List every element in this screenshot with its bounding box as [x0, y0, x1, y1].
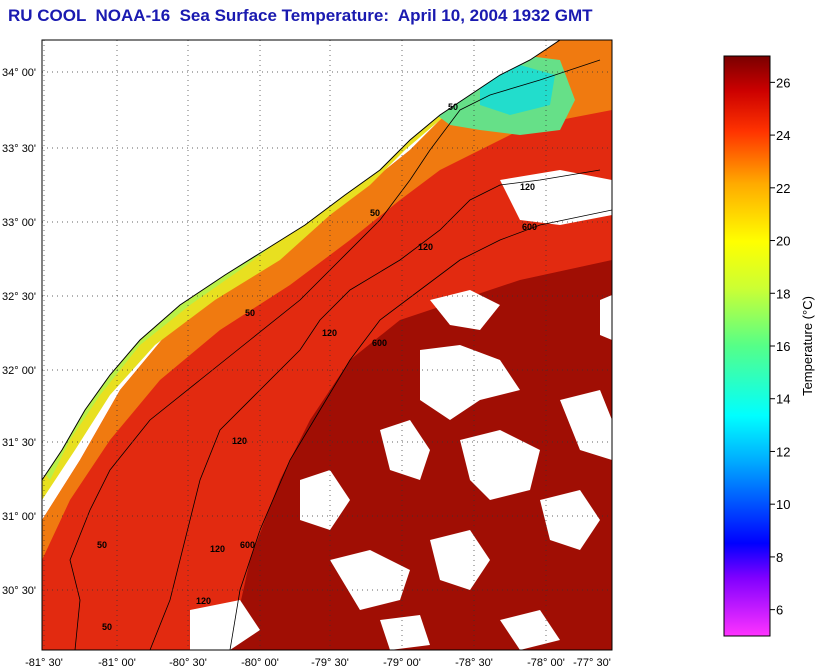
lon-tick-label: -80° 00' — [241, 657, 279, 669]
isobath-label: 120 — [322, 328, 337, 338]
graticule — [42, 40, 612, 650]
lon-tick-label: -77° 30' — [573, 657, 611, 669]
isobath-label: 120 — [210, 544, 225, 554]
isobath-label: 120 — [196, 596, 211, 606]
lon-tick-label: -81° 30' — [25, 657, 63, 669]
lat-tick-label: 32° 30' — [2, 291, 36, 303]
lon-tick-label: -81° 00' — [98, 657, 136, 669]
longitude-labels: -81° 30' -81° 00' -80° 30' -80° 00' -79°… — [25, 657, 611, 669]
isobath-label: 50 — [448, 102, 458, 112]
lat-tick-label: 34° 00' — [2, 67, 36, 79]
lat-tick-label: 33° 00' — [2, 217, 36, 229]
latitude-labels: 34° 00' 33° 30' 33° 00' 32° 30' 32° 00' … — [2, 67, 36, 597]
isobath-label: 50 — [370, 208, 380, 218]
colorbar-ticks: 6 8 10 12 14 16 18 20 22 24 26 — [770, 75, 790, 618]
lon-tick-label: -80° 30' — [169, 657, 207, 669]
isobath-label: 600 — [522, 222, 537, 232]
colorbar-gradient — [723, 55, 771, 637]
colorbar-tick-label: 26 — [776, 75, 790, 90]
colorbar-tick-label: 20 — [776, 234, 790, 249]
colorbar-tick-label: 24 — [776, 128, 790, 143]
lon-tick-label: -78° 30' — [455, 657, 493, 669]
lat-tick-label: 32° 00' — [2, 365, 36, 377]
colorbar-tick-label: 12 — [776, 444, 790, 459]
isobath-label: 600 — [372, 338, 387, 348]
isobath-label: 120 — [232, 436, 247, 446]
colorbar-tick-label: 8 — [776, 550, 783, 565]
lat-tick-label: 30° 30' — [2, 585, 36, 597]
map-title: RU COOL NOAA-16 Sea Surface Temperature:… — [8, 6, 593, 25]
colorbar-title: Temperature (°C) — [800, 296, 815, 396]
lon-tick-label: -78° 00' — [527, 657, 565, 669]
isobath-label: 50 — [97, 540, 107, 550]
map-frame — [41, 39, 613, 651]
colorbar-tick-label: 22 — [776, 181, 790, 196]
colorbar-tick-label: 10 — [776, 497, 790, 512]
colorbar: 6 8 10 12 14 16 18 20 22 24 26 Temperature (°C) — [723, 55, 815, 637]
lat-tick-label: 31° 00' — [2, 511, 36, 523]
colorbar-tick-label: 18 — [776, 286, 790, 301]
isobath-labels: 50 50 50 50 50 120 120 120 120 120 120 6… — [97, 102, 537, 632]
lat-tick-label: 33° 30' — [2, 143, 36, 155]
lat-tick-label: 31° 30' — [2, 437, 36, 449]
sst-field — [42, 40, 612, 650]
lon-tick-label: -79° 30' — [311, 657, 349, 669]
isobath-label: 50 — [245, 308, 255, 318]
isobath-label: 120 — [520, 182, 535, 192]
isobath-label: 600 — [240, 540, 255, 550]
colorbar-tick-label: 6 — [776, 603, 783, 618]
colorbar-tick-label: 16 — [776, 339, 790, 354]
lon-tick-label: -79° 00' — [383, 657, 421, 669]
isobath-label: 50 — [102, 622, 112, 632]
colorbar-tick-label: 14 — [776, 392, 790, 407]
isobath-label: 120 — [418, 242, 433, 252]
